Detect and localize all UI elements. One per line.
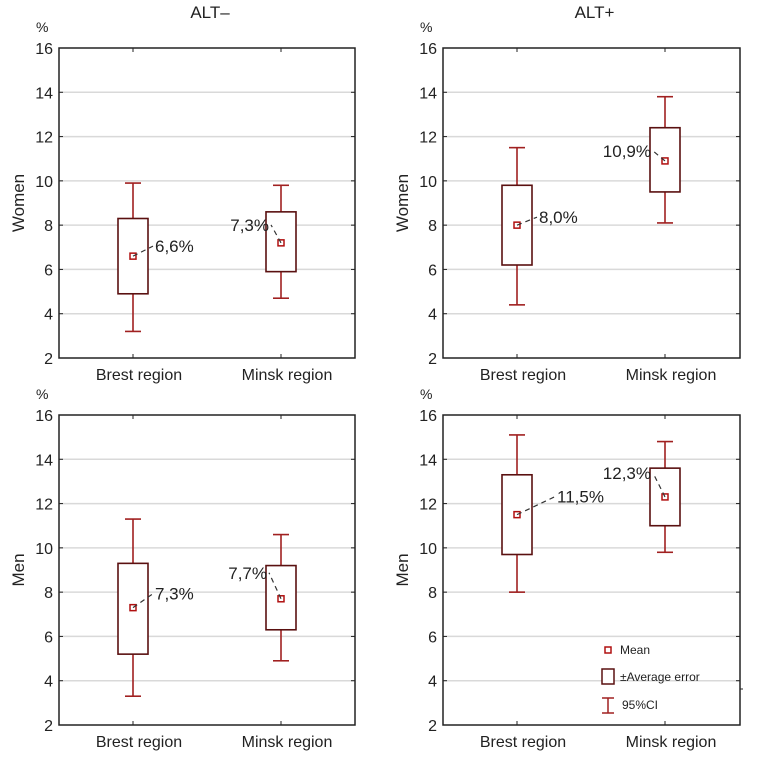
y-tick-label: 10 [35, 541, 53, 558]
y-tick-label: 16 [35, 408, 53, 425]
annotation-leader [268, 572, 282, 600]
mean-annotation: 10,9% [603, 142, 651, 161]
y-tick-label: 16 [35, 41, 53, 58]
annotation-leader [270, 224, 282, 244]
legend-box-icon [601, 668, 615, 685]
box-group-minsk: Minsk region 7,3% [230, 48, 332, 384]
chart-title: ALT+ [575, 3, 615, 22]
legend-label: Mean [620, 643, 650, 657]
legend-label: ±Average error [620, 670, 700, 684]
y-tick-label: 10 [419, 174, 437, 191]
y-tick-label: 14 [35, 85, 53, 102]
y-tick-label: 16 [419, 41, 437, 58]
y-tick-label: 12 [35, 130, 53, 147]
annotation-leader [516, 496, 556, 516]
y-tick-label: 6 [44, 262, 53, 279]
plot-frame [58, 47, 356, 359]
plot-frame [442, 414, 741, 726]
legend-mean-icon [604, 646, 612, 654]
y-tick-label: 2 [428, 718, 437, 735]
x-category-label: Brest region [96, 367, 182, 384]
x-category-label: Minsk region [626, 367, 717, 384]
plot-frame [58, 414, 356, 726]
y-axis-label: Men [393, 553, 412, 586]
mean-annotation: 12,3% [603, 464, 651, 483]
x-category-label: Brest region [480, 734, 566, 751]
chart-panel-2: 2 4 6 8 10 12 14 16% ALT+ Women Brest region 8,0% Mi… [393, 3, 741, 384]
y-tick-label: 6 [44, 629, 53, 646]
error-box [265, 211, 297, 273]
x-category-label: Minsk region [242, 367, 333, 384]
annotation-leader [652, 472, 666, 498]
box-group-brest: Brest region 6,6% [96, 48, 194, 384]
y-tick-label: 10 [35, 174, 53, 191]
box-group-brest: Brest region 7,3% [96, 415, 194, 751]
box-group-brest: Brest region 11,5% [480, 415, 604, 751]
x-category-label: Minsk region [242, 734, 333, 751]
y-tick-label: 10 [419, 541, 437, 558]
y-tick-label: 2 [44, 351, 53, 368]
box-group-minsk: Minsk region 10,9% [603, 48, 717, 384]
y-tick-label: 16 [419, 408, 437, 425]
mean-annotation: 11,5% [557, 488, 604, 507]
legend-label: 95%CI [622, 698, 658, 712]
annotation-leader [516, 216, 538, 226]
y-tick-label: 4 [428, 674, 437, 691]
y-tick-label: 14 [35, 452, 53, 469]
y-tick-label: 2 [44, 718, 53, 735]
chart-panel-3: 2 4 6 8 10 12 14 16% Men Brest region 7,3% Minsk re… [9, 386, 356, 751]
mean-annotation: 7,3% [155, 585, 194, 604]
box-group-brest: Brest region 8,0% [480, 48, 578, 384]
box-group-minsk: Minsk region 7,7% [228, 415, 332, 751]
y-unit-label: % [36, 19, 48, 35]
y-tick-label: 8 [44, 585, 53, 602]
annotation-leader [132, 245, 154, 257]
y-unit-label: % [36, 386, 48, 402]
x-category-label: Brest region [480, 367, 566, 384]
x-category-label: Brest region [96, 734, 182, 751]
annotation-leader [652, 150, 666, 162]
x-category-label: Minsk region [626, 734, 717, 751]
chart-panel-1: 2 4 6 8 10 12 14 16% ALT– Women Brest region 6,6% Mi… [9, 3, 356, 384]
y-tick-label: 4 [44, 674, 53, 691]
y-tick-label: 4 [428, 307, 437, 324]
legend: Mean ±Average error 95%CI [601, 643, 743, 714]
y-tick-label: 2 [428, 351, 437, 368]
y-unit-label: % [420, 386, 432, 402]
y-tick-label: 8 [44, 218, 53, 235]
mean-annotation: 7,3% [230, 216, 269, 235]
y-tick-label: 12 [419, 130, 437, 147]
y-axis-label: Women [393, 174, 412, 232]
mean-annotation: 6,6% [155, 237, 194, 256]
y-tick-label: 12 [419, 497, 437, 514]
y-axis-label: Men [9, 553, 28, 586]
y-tick-label: 14 [419, 452, 437, 469]
mean-annotation: 7,7% [228, 564, 267, 583]
y-tick-label: 4 [44, 307, 53, 324]
mean-annotation: 8,0% [539, 208, 578, 227]
y-tick-label: 8 [428, 585, 437, 602]
chart-title: ALT– [190, 3, 230, 22]
box-group-minsk: Minsk region 12,3% [603, 415, 717, 751]
y-tick-label: 12 [35, 497, 53, 514]
annotation-leader [132, 593, 154, 609]
y-tick-label: 6 [428, 262, 437, 279]
y-unit-label: % [420, 19, 432, 35]
plot-frame [442, 47, 741, 359]
y-tick-label: 6 [428, 629, 437, 646]
y-axis-label: Women [9, 174, 28, 232]
y-tick-label: 14 [419, 85, 437, 102]
y-tick-label: 8 [428, 218, 437, 235]
